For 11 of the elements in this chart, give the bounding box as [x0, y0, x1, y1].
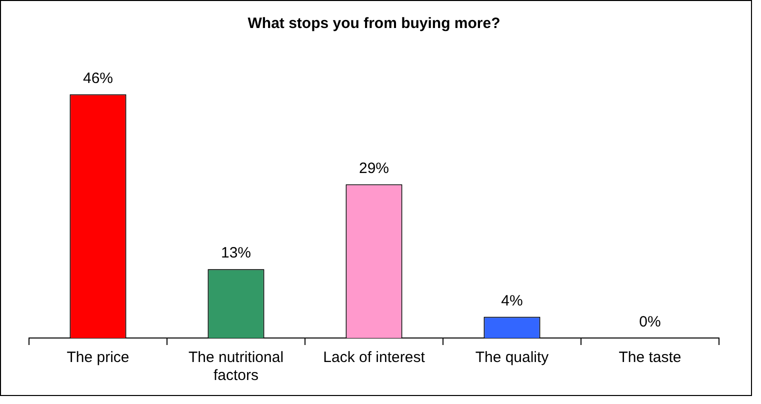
x-tick-label: The quality: [475, 349, 550, 366]
data-label: 29%: [358, 160, 390, 177]
data-label: 4%: [501, 292, 523, 310]
x-tick-label: The taste: [618, 349, 682, 366]
data-label: 46%: [82, 70, 114, 87]
chart-title: What stops you from buying more?: [248, 15, 500, 32]
data-label: 0%: [639, 314, 661, 331]
x-tick-label: Lack of interest: [323, 349, 426, 366]
x-tick-label: The nutritional factors: [188, 349, 284, 384]
data-label: 13%: [220, 244, 252, 262]
x-tick-label: The price: [66, 349, 130, 366]
